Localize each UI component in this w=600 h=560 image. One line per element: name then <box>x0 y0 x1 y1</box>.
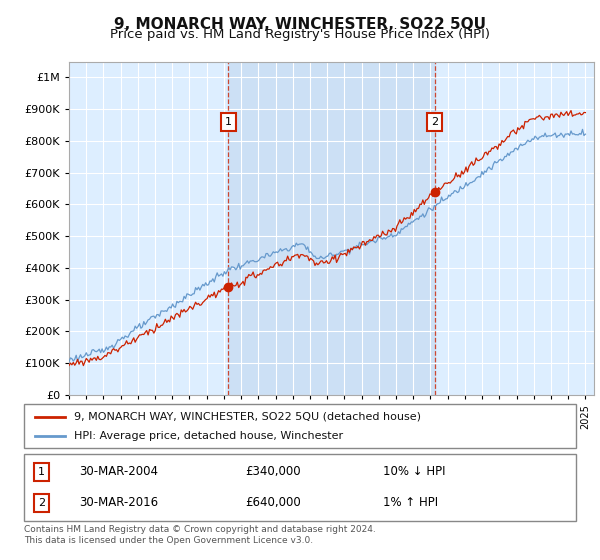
Text: 9, MONARCH WAY, WINCHESTER, SO22 5QU: 9, MONARCH WAY, WINCHESTER, SO22 5QU <box>114 17 486 32</box>
Bar <box>228 62 435 395</box>
Text: 1: 1 <box>38 466 45 477</box>
Text: 2: 2 <box>38 498 45 508</box>
Text: 1% ↑ HPI: 1% ↑ HPI <box>383 496 438 509</box>
Text: £640,000: £640,000 <box>245 496 301 509</box>
Text: 9, MONARCH WAY, WINCHESTER, SO22 5QU (detached house): 9, MONARCH WAY, WINCHESTER, SO22 5QU (de… <box>74 412 421 422</box>
Text: £340,000: £340,000 <box>245 465 301 478</box>
Text: 30-MAR-2004: 30-MAR-2004 <box>79 465 158 478</box>
Text: HPI: Average price, detached house, Winchester: HPI: Average price, detached house, Winc… <box>74 431 343 441</box>
Text: Contains HM Land Registry data © Crown copyright and database right 2024.
This d: Contains HM Land Registry data © Crown c… <box>24 525 376 545</box>
Text: 30-MAR-2016: 30-MAR-2016 <box>79 496 158 509</box>
Text: 2: 2 <box>431 117 439 127</box>
Text: 1: 1 <box>225 117 232 127</box>
Text: Price paid vs. HM Land Registry's House Price Index (HPI): Price paid vs. HM Land Registry's House … <box>110 28 490 41</box>
Text: 10% ↓ HPI: 10% ↓ HPI <box>383 465 445 478</box>
